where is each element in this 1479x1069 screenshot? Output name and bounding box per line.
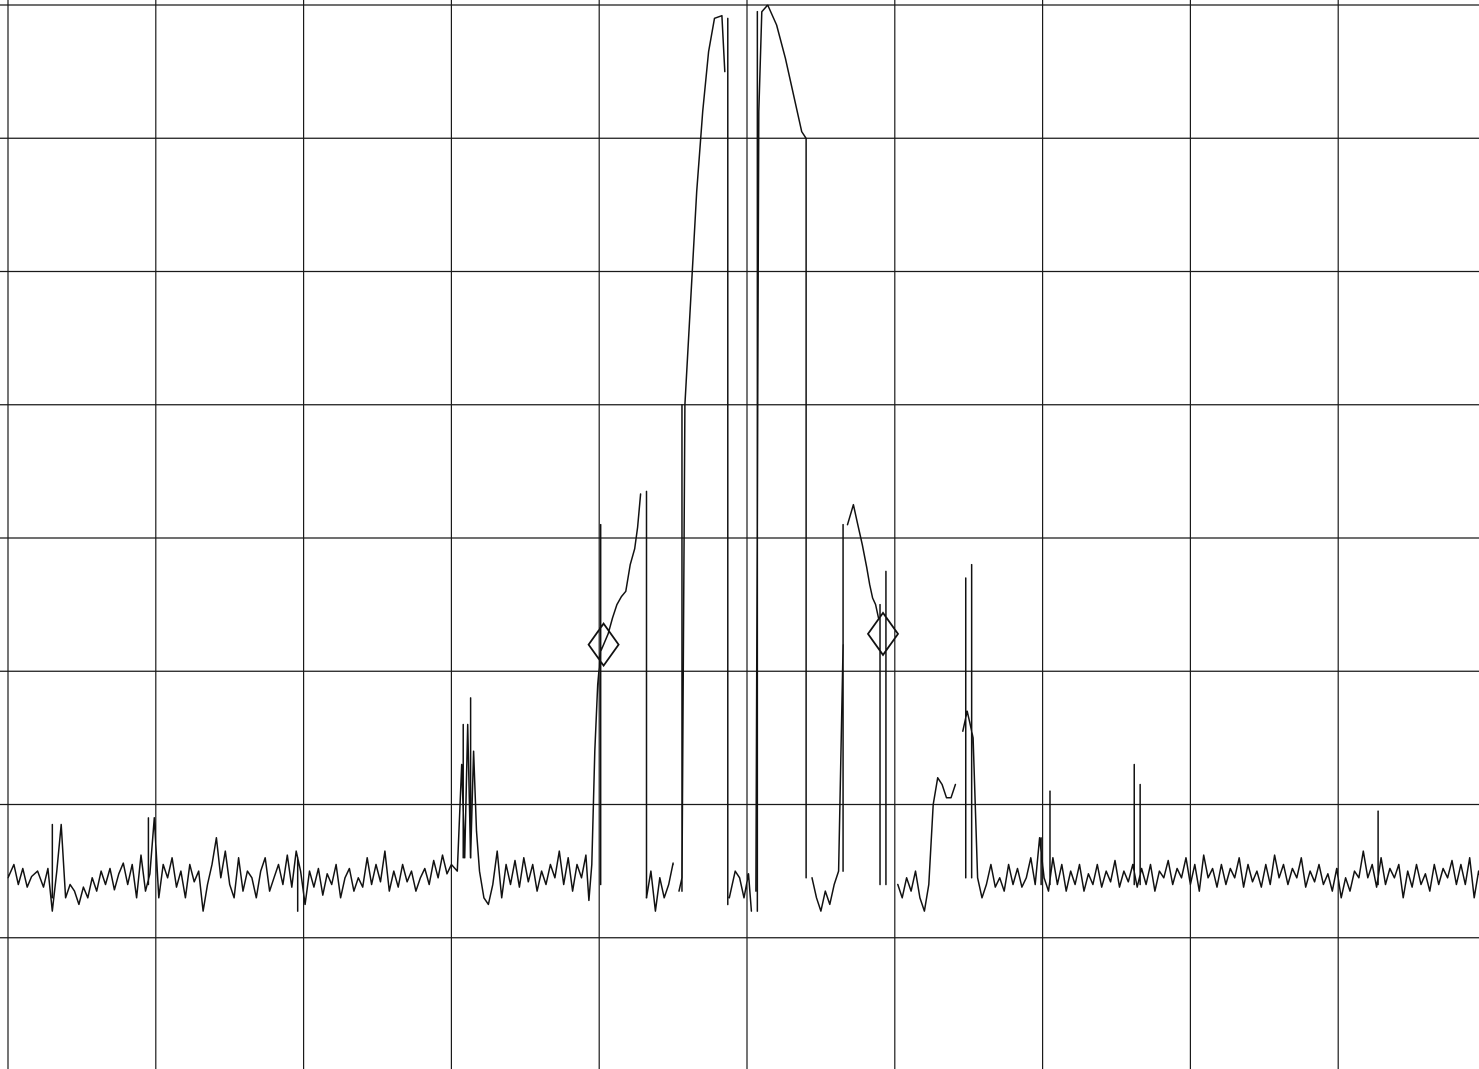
- trace-segment: [962, 710, 1479, 899]
- trace-segment: [678, 14, 726, 892]
- trace-segment: [811, 643, 844, 912]
- spectrum-trace: [7, 4, 1479, 912]
- trace-spikes: [51, 10, 1379, 912]
- marker-diamond: [866, 611, 900, 657]
- trace-segment: [7, 493, 642, 912]
- trace-segment: [897, 777, 957, 912]
- trace-segment: [755, 4, 807, 892]
- markers: [587, 611, 900, 668]
- trace-segment: [728, 870, 753, 912]
- trace-segment: [846, 503, 880, 619]
- marker-diamond: [587, 622, 620, 668]
- trace-segment: [645, 862, 674, 912]
